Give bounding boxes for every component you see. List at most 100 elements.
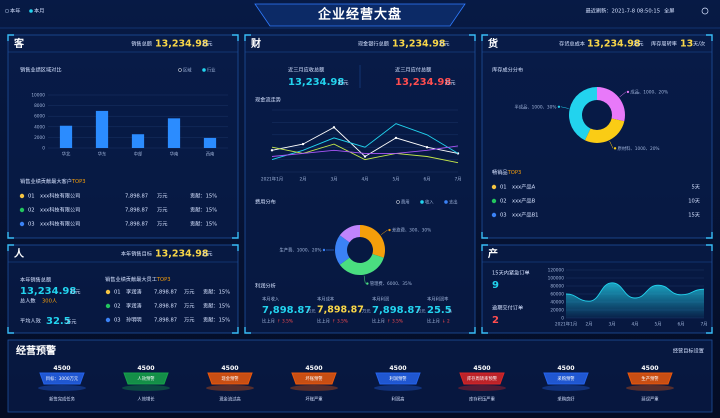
fullscreen-button[interactable]: 全屏: [664, 7, 674, 15]
pie-slice: [339, 225, 360, 243]
kpi-value: 13,234.98: [392, 39, 446, 50]
title-tag: TOP3: [71, 179, 86, 185]
warning-glow: [458, 385, 506, 391]
line-series: [271, 145, 459, 157]
change: ↓ 2: [442, 319, 450, 325]
value: 7,898.87: [262, 305, 311, 316]
value: 32.5: [46, 316, 71, 327]
kpi-unit: 万元: [439, 41, 449, 48]
unit: 万元: [338, 80, 348, 87]
bar: [59, 125, 73, 148]
line-point: [425, 146, 429, 149]
warning-glow: [122, 385, 170, 391]
x-tick-label: 4月: [361, 177, 368, 183]
label: 近三月应收总额: [288, 66, 325, 74]
slice-label: 管理费、6000、35%: [370, 280, 412, 287]
section-title: 销售业绩贡献最大员工TOP3: [105, 275, 171, 283]
label-dot: [366, 282, 369, 285]
x-tick-label: 7月: [454, 177, 461, 183]
panel-corner: [706, 232, 713, 239]
x-tick-label: 5月: [392, 177, 399, 183]
settings-icon[interactable]: [701, 7, 709, 15]
label-leader: [609, 141, 614, 149]
warning-caption: 延误严重: [641, 396, 659, 403]
value: 300人: [42, 298, 57, 305]
kpi-unit: 天/次: [693, 40, 705, 48]
legend-dot: [178, 68, 182, 72]
legend-dot: [420, 200, 424, 204]
legend-dot: [396, 200, 400, 204]
legend-label: 收入: [425, 199, 434, 206]
warning-caption: 库存积压严重: [469, 396, 495, 403]
name: xxx科技有限公司: [40, 220, 80, 228]
warning-value: 4500: [137, 365, 155, 372]
title-tag: TOP3: [156, 277, 171, 283]
warning-label: 目标：3000万元: [46, 375, 79, 382]
panel-corner: [244, 34, 251, 41]
warning-glow: [374, 385, 422, 391]
tab[interactable]: 本月: [34, 7, 44, 15]
amount: 7,898.87: [125, 194, 148, 200]
unit: 万元: [184, 303, 194, 310]
panel-corner: [7, 327, 14, 334]
unit: 万元: [157, 221, 167, 228]
line-series: [271, 123, 459, 161]
tab[interactable]: 本年: [10, 7, 20, 15]
rank-medal: [105, 289, 111, 295]
unit: 万元: [362, 309, 371, 315]
warning-glow: [626, 385, 674, 391]
pie-slice: [334, 235, 350, 265]
rank: 02: [114, 304, 121, 310]
unit: 万元: [157, 193, 167, 200]
label-leader: [363, 275, 366, 284]
panel-corner: [481, 327, 488, 334]
warning-label: 人效预警: [137, 375, 155, 382]
slice-label: 半成品、1000、30%: [514, 103, 556, 110]
label: 本月收入: [262, 296, 280, 303]
rank-medal: [19, 207, 25, 213]
panel-title: 财: [250, 37, 261, 50]
y-tick-label: 60000: [550, 292, 564, 298]
label: 本年销售总额: [20, 276, 52, 284]
label-dot: [613, 147, 617, 150]
x-tick-label: 2021年1月: [555, 321, 577, 328]
warning-value: 4500: [473, 365, 491, 372]
x-tick-label: 7月: [700, 322, 707, 328]
rank: 03: [28, 222, 35, 228]
line-point: [394, 136, 398, 140]
rank-medal: [491, 212, 497, 218]
share: 贡献：15%: [190, 206, 217, 214]
bar: [167, 118, 181, 148]
amount: 7,898.87: [125, 208, 148, 214]
page-title: 企业经营大盘: [317, 7, 402, 23]
value: 13,234.98: [395, 77, 451, 88]
kpi-label: 销售总额: [131, 40, 153, 48]
label: 本月成本: [317, 296, 335, 303]
unit: 万元: [184, 289, 194, 296]
warning-badge: [627, 372, 673, 385]
label-dot: [557, 105, 561, 108]
warning-glow: [206, 385, 254, 391]
label-dot: [388, 228, 391, 232]
warning-badge: [459, 372, 505, 385]
settings-link[interactable]: 经营目标设置: [673, 347, 704, 355]
days: 15天: [688, 212, 700, 219]
rank-medal: [19, 193, 25, 199]
panel-corner: [481, 34, 488, 41]
panel-corner: [469, 34, 476, 41]
title-text: 销售业绩贡献最大员工: [105, 275, 157, 283]
compare-label: 比上月: [372, 318, 385, 325]
pie-slice: [584, 118, 625, 144]
rank: 01: [114, 290, 121, 296]
warning-badge: [543, 372, 589, 385]
label-dot: [322, 248, 326, 252]
warning-label: 坏账预警: [305, 375, 323, 382]
warning-glow: [542, 385, 590, 391]
label-leader: [380, 229, 388, 235]
rank-medal: [491, 184, 497, 190]
content: 本年 本月 企业经营大盘 最近刷新：2021-7-8 08:50:15 全屏客 销售总额 1…: [4, 7, 713, 413]
amount: 7,898.87: [154, 290, 177, 296]
legend-label: 支出: [449, 199, 458, 206]
rank: 03: [114, 318, 121, 324]
x-tick-label: 6月: [423, 177, 430, 183]
